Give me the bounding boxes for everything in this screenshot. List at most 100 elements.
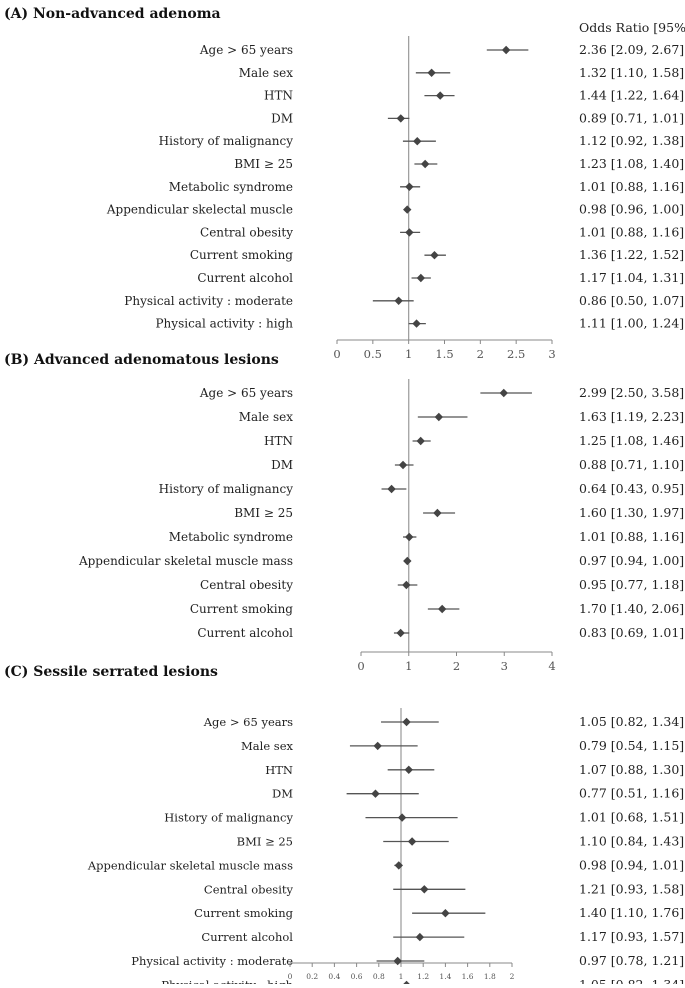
row-label: Current smoking [190,602,293,616]
odds-ratio-marker [398,460,408,470]
row-label: Central obesity [200,578,293,592]
odds-ratio-value: 1.01 [0.68, 1.51] [579,810,684,825]
odds-ratio-value: 1.60 [1.30, 1.97] [579,505,684,520]
panel-title: (B) Advanced adenomatous lesions [4,352,279,368]
odds-ratio-value: 0.88 [0.71, 1.10] [579,457,684,472]
row-label: Physical activity : high [161,978,293,984]
odds-ratio-marker [420,159,430,169]
x-tick-label: 1.2 [417,972,429,981]
x-tick-label: 2.5 [507,347,525,361]
x-tick-label: 0.2 [306,972,318,981]
row-label: Current alcohol [201,930,293,944]
odds-ratio-marker [394,861,403,870]
x-tick-label: 0.4 [328,972,340,981]
row-label: Physical activity : moderate [131,954,293,968]
odds-ratio-value: 0.64 [0.43, 0.95] [579,481,684,496]
odds-ratio-value: 1.05 [0.82, 1.34] [579,714,684,729]
odds-ratio-value: 1.01 [0.88, 1.16] [579,179,684,194]
odds-ratio-value: 1.25 [1.08, 1.46] [579,433,684,448]
row-label: Appendicular skelectal muscle [106,203,293,217]
x-tick-label: 0 [333,347,340,361]
row-label: Age > 65 years [199,386,293,400]
odds-ratio-value: 1.23 [1.08, 1.40] [579,156,684,171]
x-tick-label: 1 [399,972,404,981]
odds-ratio-value: 1.07 [0.88, 1.30] [579,762,684,777]
odds-ratio-value: 1.32 [1.10, 1.58] [579,65,684,80]
odds-ratio-marker [501,45,511,55]
row-label: HTN [265,763,293,777]
odds-ratio-marker [412,319,421,328]
odds-ratio-value: 1.36 [1.22, 1.52] [579,247,684,262]
row-label: Appendicular skeletal muscle mass [87,858,293,872]
panel-title: (A) Non-advanced adenoma [4,6,221,22]
row-label: Current smoking [190,248,293,262]
odds-ratio-value: 2.99 [2.50, 3.58] [579,385,684,400]
odds-ratio-marker [405,532,414,542]
x-tick-label: 0.6 [351,972,363,981]
row-label: DM [272,787,293,801]
odds-ratio-value: 1.10 [0.84, 1.43] [579,834,684,849]
odds-ratio-value: 0.79 [0.54, 1.15] [579,738,684,753]
odds-ratio-marker [437,604,447,614]
x-tick-label: 1.4 [439,972,451,981]
odds-ratio-marker [430,251,439,260]
row-label: Physical activity : moderate [124,294,293,308]
x-tick-label: 1.8 [484,972,496,981]
odds-ratio-value: 0.97 [0.78, 1.21] [579,953,684,968]
odds-ratio-value: 1.11 [1.00, 1.24] [579,316,684,331]
row-label: History of malignancy [164,811,293,825]
row-label: DM [271,458,293,472]
odds-ratio-value: 0.86 [0.50, 1.07] [579,293,684,308]
x-tick-label: 4 [548,659,555,673]
odds-ratio-marker [413,137,422,146]
row-label: BMI ≥ 25 [234,157,293,171]
row-label: Male sex [239,410,293,424]
odds-ratio-marker [403,205,412,214]
odds-ratio-marker [427,68,436,77]
row-label: DM [271,111,293,125]
x-tick-label: 2 [477,347,484,361]
row-label: BMI ≥ 25 [234,506,293,520]
odds-ratio-marker [416,436,425,446]
odds-ratio-value: 1.12 [0.92, 1.38] [579,133,684,148]
row-label: Age > 65 years [203,715,293,729]
odds-ratio-marker [416,273,426,283]
x-tick-label: 0.5 [364,347,382,361]
row-label: Male sex [241,739,293,753]
odds-ratio-marker [405,182,414,191]
odds-ratio-value: 1.70 [1.40, 2.06] [579,601,684,616]
odds-ratio-marker [402,717,411,727]
odds-ratio-value: 2.36 [2.09, 2.67] [579,42,684,57]
odds-ratio-marker [433,508,442,518]
odds-ratio-marker [397,813,407,822]
ci-column-header: Odds Ratio [95% CI] [579,20,685,35]
odds-ratio-marker [441,909,450,918]
odds-ratio-marker [403,556,412,566]
odds-ratio-marker [396,628,405,638]
odds-ratio-value: 0.83 [0.69, 1.01] [579,625,684,640]
row-label: Male sex [239,66,293,80]
odds-ratio-marker [436,91,445,100]
odds-ratio-marker [402,580,411,590]
row-label: BMI ≥ 25 [237,835,293,849]
row-label: Current alcohol [197,626,293,640]
odds-ratio-value: 0.77 [0.51, 1.16] [579,786,684,801]
odds-ratio-value: 1.05 [0.82, 1.34] [579,977,684,984]
x-tick-label: 1.5 [435,347,453,361]
row-label: History of malignancy [159,482,294,496]
odds-ratio-marker [371,789,380,798]
odds-ratio-marker [407,837,417,846]
row-label: Metabolic syndrome [169,180,293,194]
row-label: Current smoking [194,906,293,920]
row-label: Age > 65 years [199,43,293,57]
odds-ratio-value: 0.98 [0.94, 1.01] [579,857,684,872]
odds-ratio-marker [434,412,444,422]
odds-ratio-value: 1.01 [0.88, 1.16] [579,224,684,239]
x-tick-label: 2 [453,659,460,673]
odds-ratio-value: 1.01 [0.88, 1.16] [579,529,684,544]
x-tick-label: 1 [405,347,412,361]
odds-ratio-marker [404,765,413,774]
odds-ratio-marker [405,228,414,237]
odds-ratio-value: 0.89 [0.71, 1.01] [579,110,684,125]
